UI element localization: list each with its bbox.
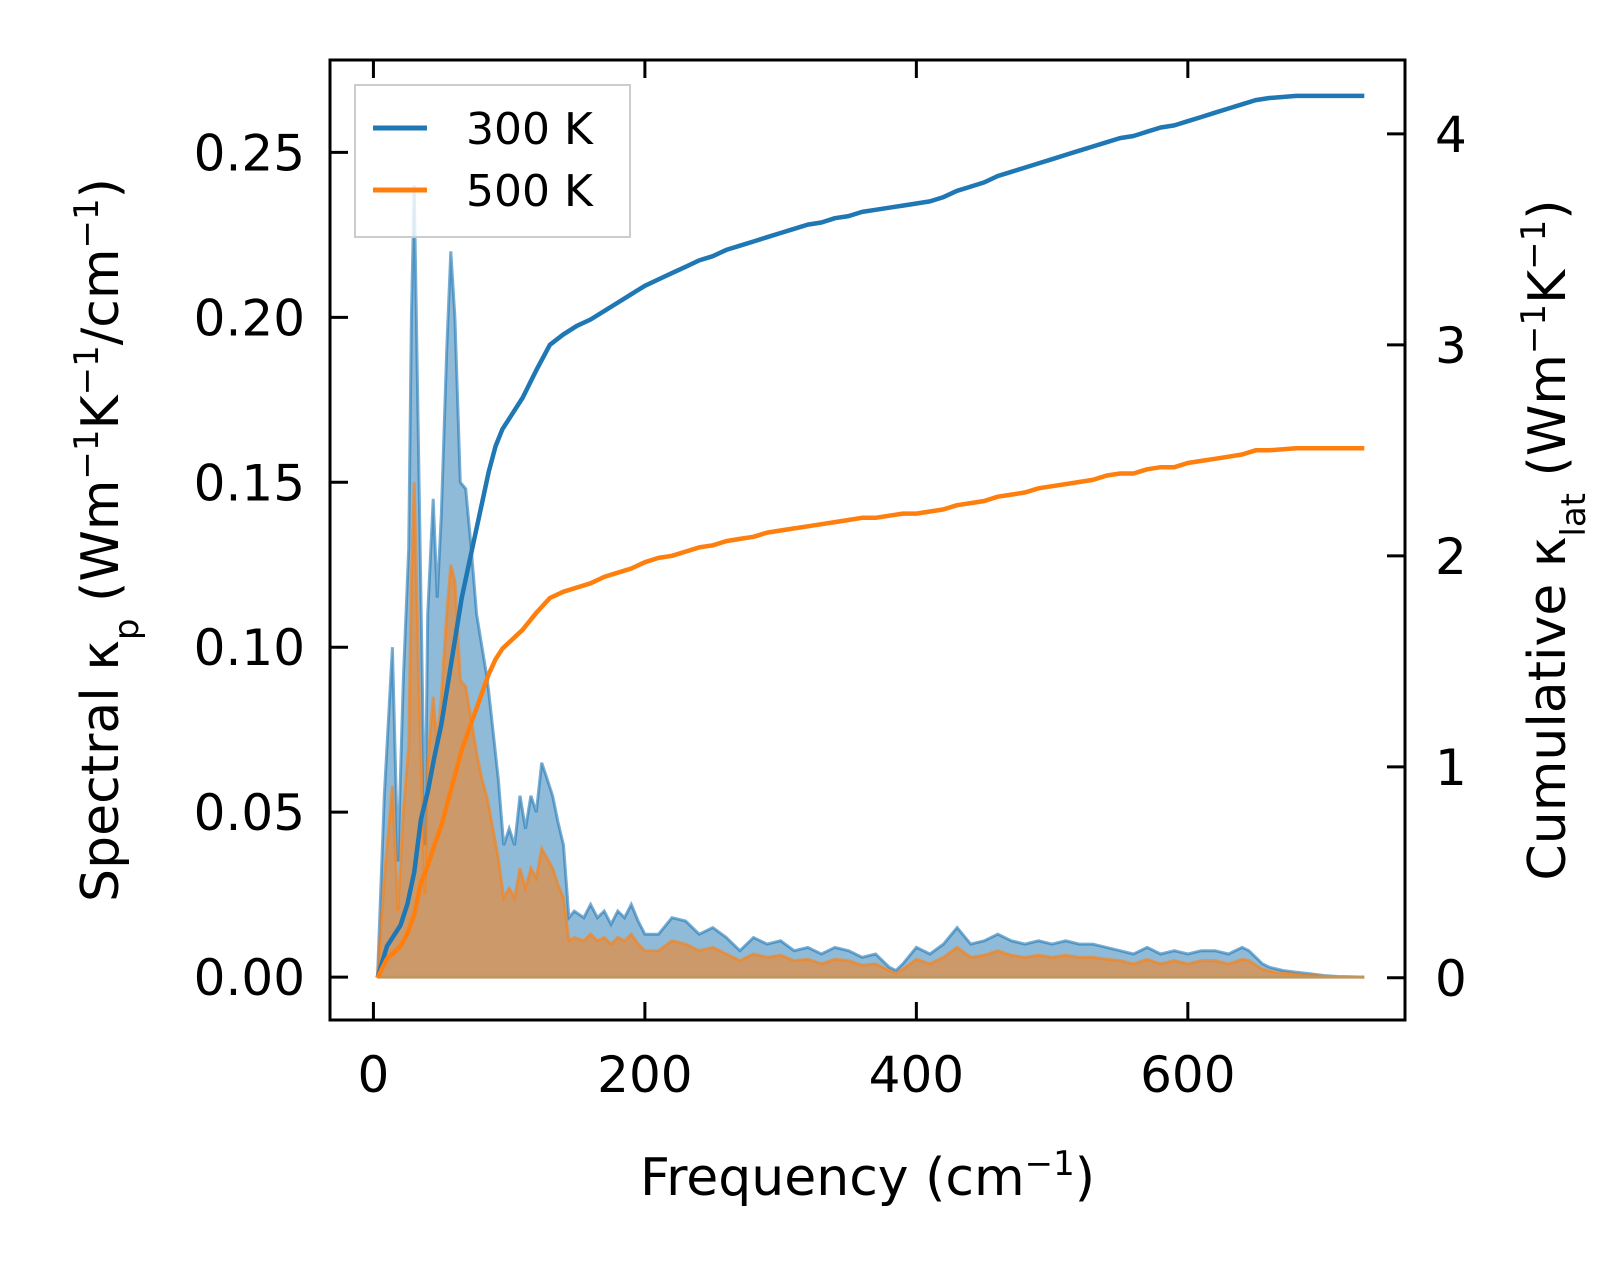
y-left-label-part: Spectral κ (71, 640, 131, 902)
y-right-label-sup: −1 (1514, 220, 1554, 270)
legend-label-500k: 500 K (466, 166, 594, 217)
y-left-tick-label: 0.25 (194, 124, 305, 182)
y-left-label-part: /cm (71, 248, 131, 345)
x-axis-label-sup: −1 (1025, 1144, 1075, 1184)
x-axis-label: Frequency (cm−1) (640, 1144, 1095, 1208)
y-right-tick-label: 0 (1435, 950, 1467, 1008)
y-left-label-part: K (71, 393, 131, 429)
y-right-label-part: ) (1518, 199, 1578, 219)
spectral-fill-500k (377, 482, 1365, 978)
y-left-tick-label: 0.20 (194, 289, 305, 347)
y-left-label-part: (Wm (71, 480, 131, 619)
legend-box (354, 84, 631, 238)
y-left-label-part: ) (71, 178, 131, 198)
y-right-tick-label: 4 (1435, 106, 1467, 164)
y-right-label-sub: lat (1554, 493, 1594, 537)
x-tick-label: 400 (869, 1046, 964, 1104)
y-right-label-sup: −1 (1514, 304, 1554, 354)
x-tick-label: 600 (1140, 1046, 1235, 1104)
y-left-label-sub: p (107, 618, 147, 640)
y-left-label-sup: −1 (67, 429, 107, 479)
x-axis-label-end: ) (1075, 1148, 1095, 1208)
y-left-tick-label: 0.05 (194, 784, 305, 842)
x-tick-label: 200 (597, 1046, 692, 1104)
y-left-tick-label: 0.15 (194, 454, 305, 512)
legend-label-300k: 300 K (466, 104, 594, 155)
y-left-label-sup: −1 (67, 198, 107, 248)
y-right-tick-label: 1 (1435, 739, 1467, 797)
y-right-label-part: Cumulative κ (1518, 537, 1578, 881)
y-right-tick-label: 3 (1435, 317, 1467, 375)
x-tick-label: 0 (358, 1046, 390, 1104)
ticks-layer: 0 200 400 600 0.00 0.05 0.10 0.15 0.20 0.25 0 1 2 3 4 (194, 60, 1467, 1104)
y-left-tick-label: 0.10 (194, 619, 305, 677)
y-axis-left-label: Spectral κp (Wm−1K−1/cm−1) (67, 178, 147, 902)
plot-frame (328, 58, 1407, 1022)
cumulative-line-500k (375, 445, 1365, 979)
y-right-label-part: K (1518, 268, 1578, 304)
y-axis-right-label: Cumulative κlat (Wm−1K−1) (1514, 199, 1594, 880)
x-axis-label-main: Frequency (cm (640, 1148, 1025, 1208)
legend: 300 K 500 K (354, 84, 631, 238)
y-left-tick-label: 0.00 (194, 949, 305, 1007)
cumulative-line-300k (375, 93, 1365, 979)
y-right-label-part: (Wm (1518, 354, 1578, 493)
y-left-label-sup: −1 (67, 345, 107, 395)
series-layer (375, 93, 1365, 979)
spectral-line-500k (376, 482, 1365, 979)
y-right-tick-label: 2 (1435, 528, 1467, 586)
spectral-line-300k (376, 185, 1365, 979)
